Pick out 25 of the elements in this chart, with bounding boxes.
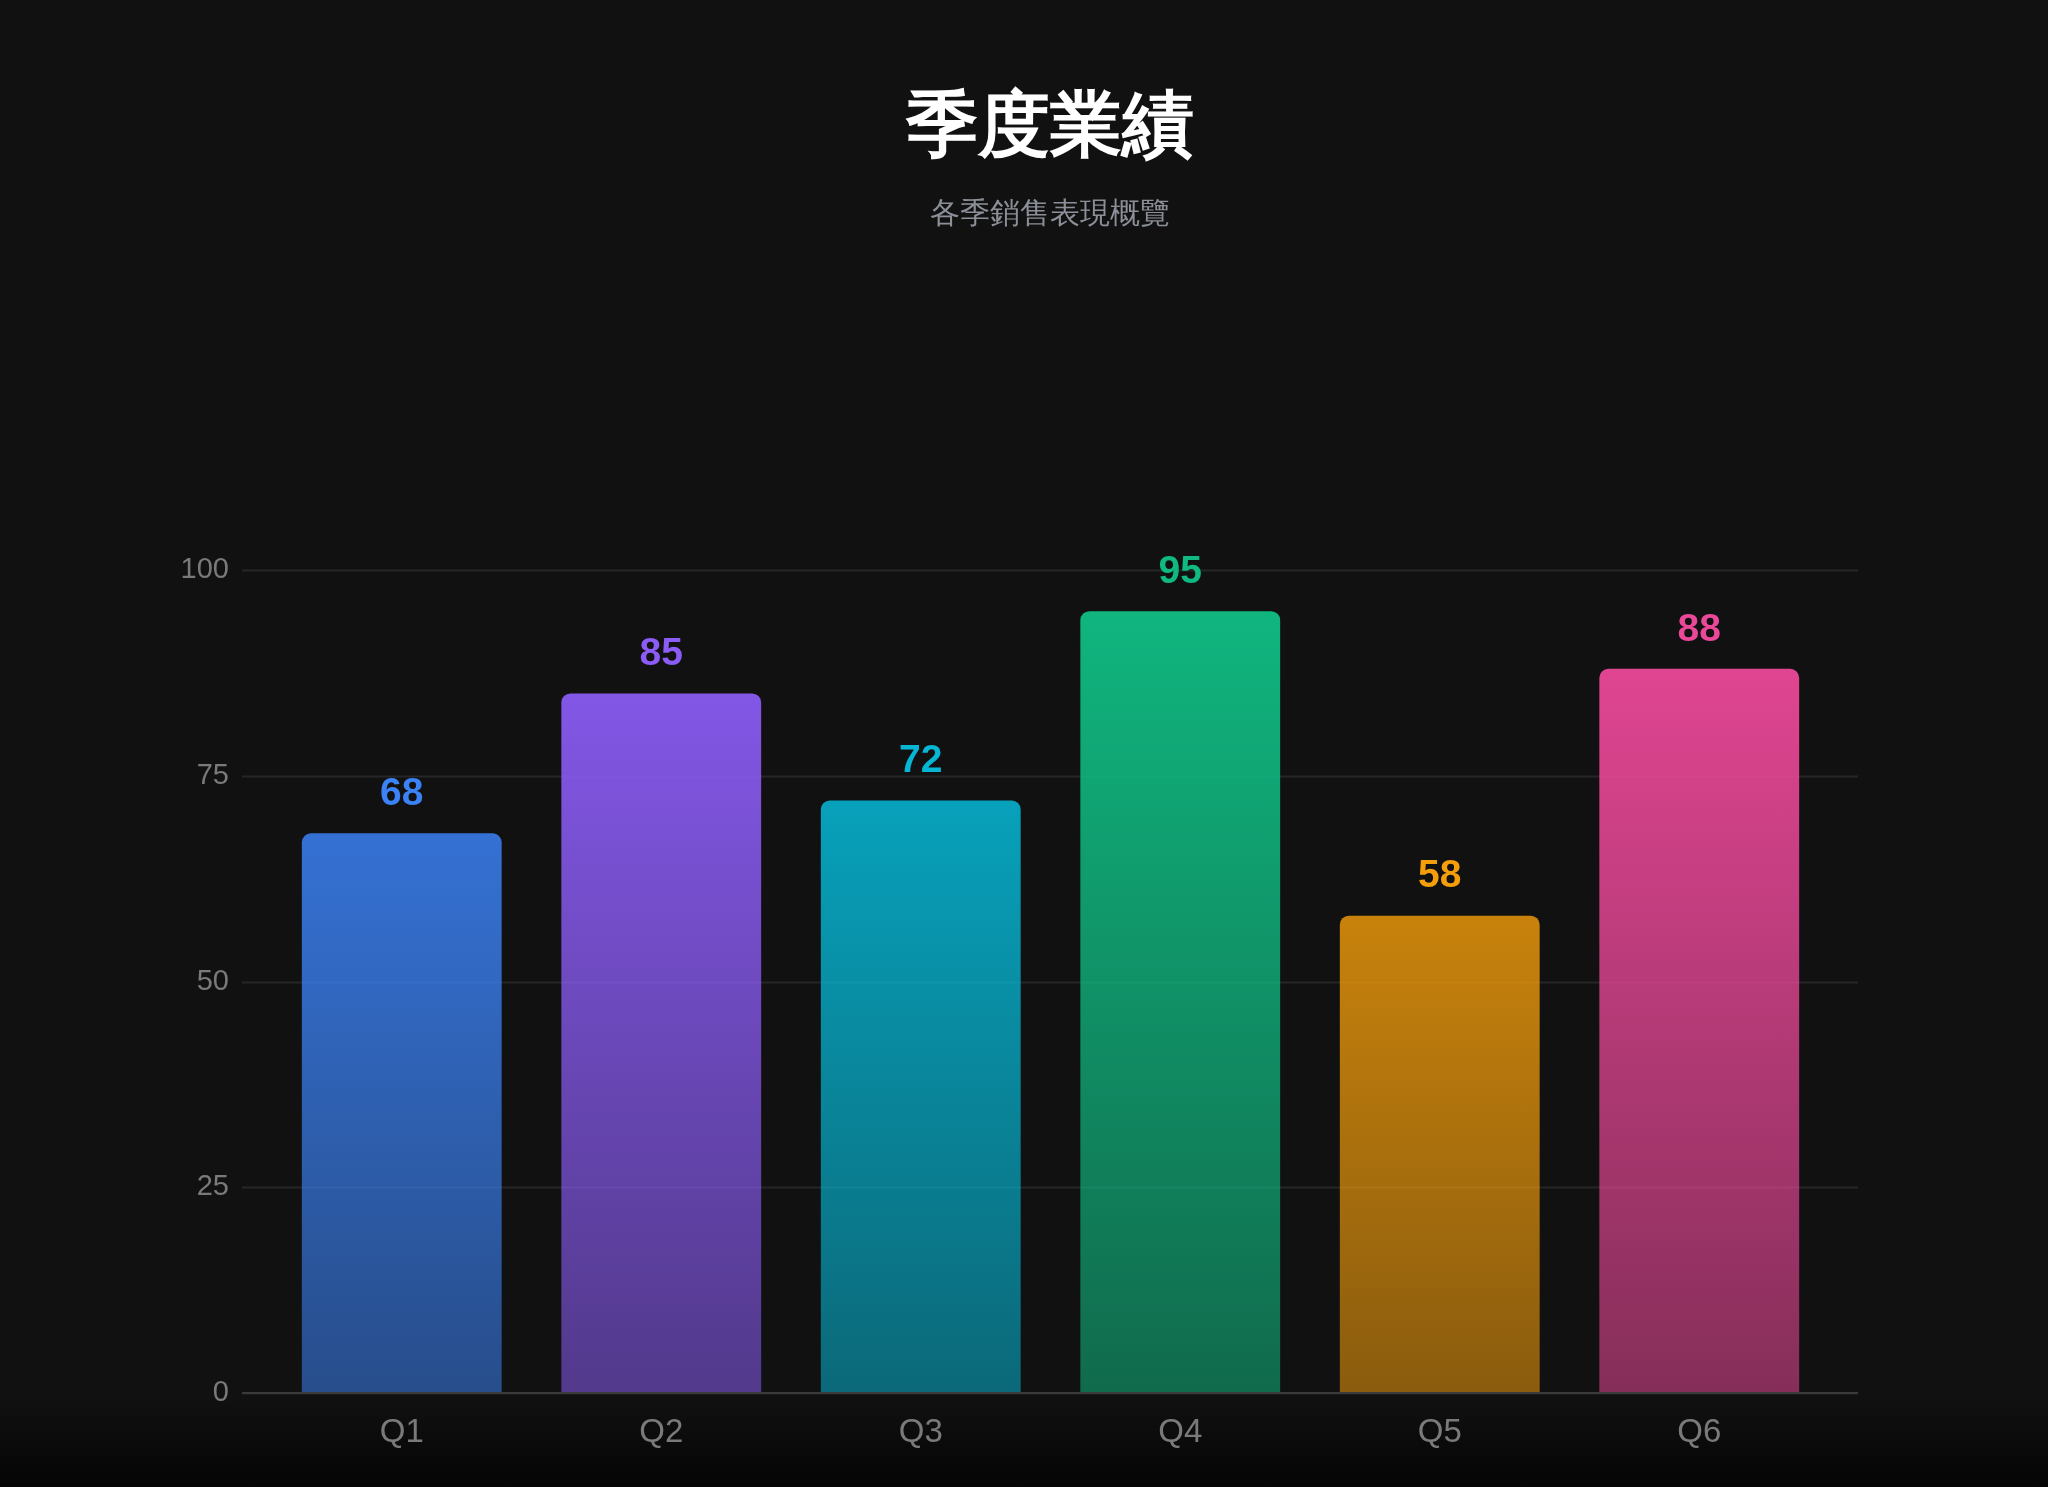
y-tick-label: 50 xyxy=(196,963,229,996)
y-tick-label: 75 xyxy=(196,757,229,790)
y-tick-label: 100 xyxy=(180,552,229,584)
bar xyxy=(1339,915,1540,1393)
x-tick-label: Q1 xyxy=(379,1411,424,1449)
y-tick-label: 0 xyxy=(212,1375,229,1407)
x-tick-label: Q6 xyxy=(1677,1411,1722,1449)
x-tick-label: Q2 xyxy=(639,1411,684,1449)
bar xyxy=(301,833,502,1393)
x-tick-label: Q3 xyxy=(898,1411,943,1449)
bar xyxy=(820,800,1021,1393)
x-tick-label: Q4 xyxy=(1158,1411,1203,1449)
data-label: 95 xyxy=(1158,547,1202,591)
data-label: 58 xyxy=(1418,852,1462,896)
y-tick-label: 25 xyxy=(196,1169,229,1202)
bar xyxy=(1080,611,1281,1393)
data-label: 68 xyxy=(380,770,424,814)
x-tick-label: Q5 xyxy=(1417,1411,1462,1449)
bar xyxy=(1599,668,1800,1393)
data-label: 85 xyxy=(639,630,683,674)
data-label: 88 xyxy=(1677,605,1721,649)
chart-subtitle: 各季銷售表現概覽 xyxy=(930,195,1170,231)
data-label: 72 xyxy=(899,737,943,781)
bar xyxy=(561,693,762,1393)
chart-title: 季度業績 xyxy=(906,81,1194,167)
